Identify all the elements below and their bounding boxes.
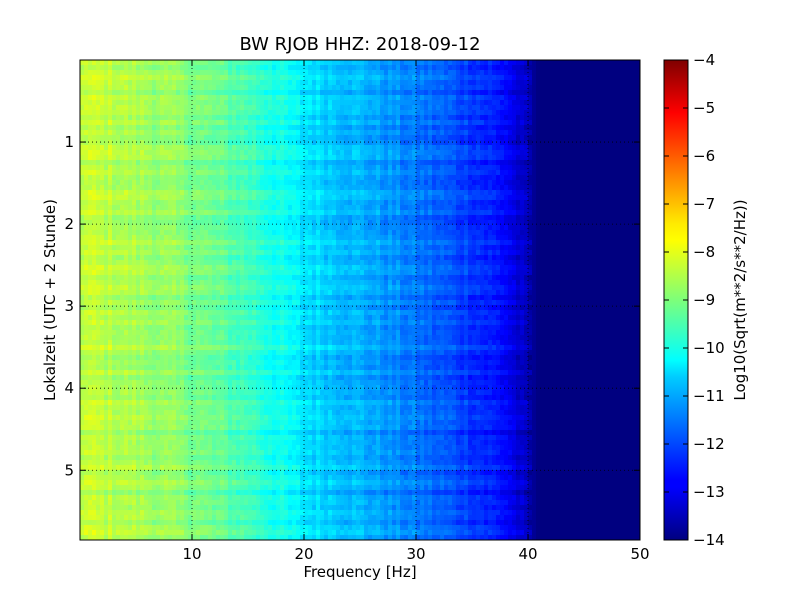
y-tick-label: 5 (64, 461, 74, 479)
heatmap (80, 60, 640, 540)
x-tick-label: 50 (630, 545, 649, 563)
colorbar-tick-label: −5 (693, 99, 715, 117)
grid-lines (80, 60, 640, 540)
x-axis-label: Frequency [Hz] (303, 563, 416, 581)
y-tick-label: 3 (64, 297, 74, 315)
colorbar-ticks: −14 −13 −12 −11 −10 −9 −8 −7 −6 −5 −4 (664, 51, 725, 549)
colorbar-tick-label: −9 (693, 291, 715, 309)
y-tick-label: 1 (64, 133, 74, 151)
colorbar-tick-label: −7 (693, 195, 715, 213)
colorbar-label: Log10(Sqrt(m**2/s**2/Hz)) (731, 199, 749, 400)
colorbar-tick-label: −4 (693, 51, 715, 69)
x-tick-label: 40 (518, 545, 537, 563)
colorbar: −14 −13 −12 −11 −10 −9 −8 −7 −6 −5 −4 (663, 51, 725, 549)
colorbar-tick-label: −10 (693, 339, 725, 357)
x-tick-label: 20 (294, 545, 313, 563)
colorbar-tick-label: −12 (693, 435, 725, 453)
colorbar-tick-label: −13 (693, 483, 725, 501)
y-axis-label: Lokalzeit (UTC + 2 Stunde) (41, 199, 59, 401)
x-tick-label: 10 (182, 545, 201, 563)
x-tick-label: 30 (406, 545, 425, 563)
heatmap-raster (80, 60, 640, 540)
y-tick-label: 2 (64, 215, 74, 233)
colorbar-tick-label: −11 (693, 387, 725, 405)
chart-title: BW RJOB HHZ: 2018-09-12 (239, 34, 480, 55)
colorbar-tick-label: −14 (693, 531, 725, 549)
plot-area: 10 20 30 40 50 1 2 3 4 5 (64, 59, 650, 563)
colorbar-tick-label: −6 (693, 147, 715, 165)
y-tick-label: 4 (64, 379, 74, 397)
colorbar-tick-label: −8 (693, 243, 715, 261)
plot-frame (79, 59, 641, 541)
x-axis-ticks: 10 20 30 40 50 (182, 60, 650, 563)
y-axis-ticks: 1 2 3 4 5 (64, 133, 640, 479)
